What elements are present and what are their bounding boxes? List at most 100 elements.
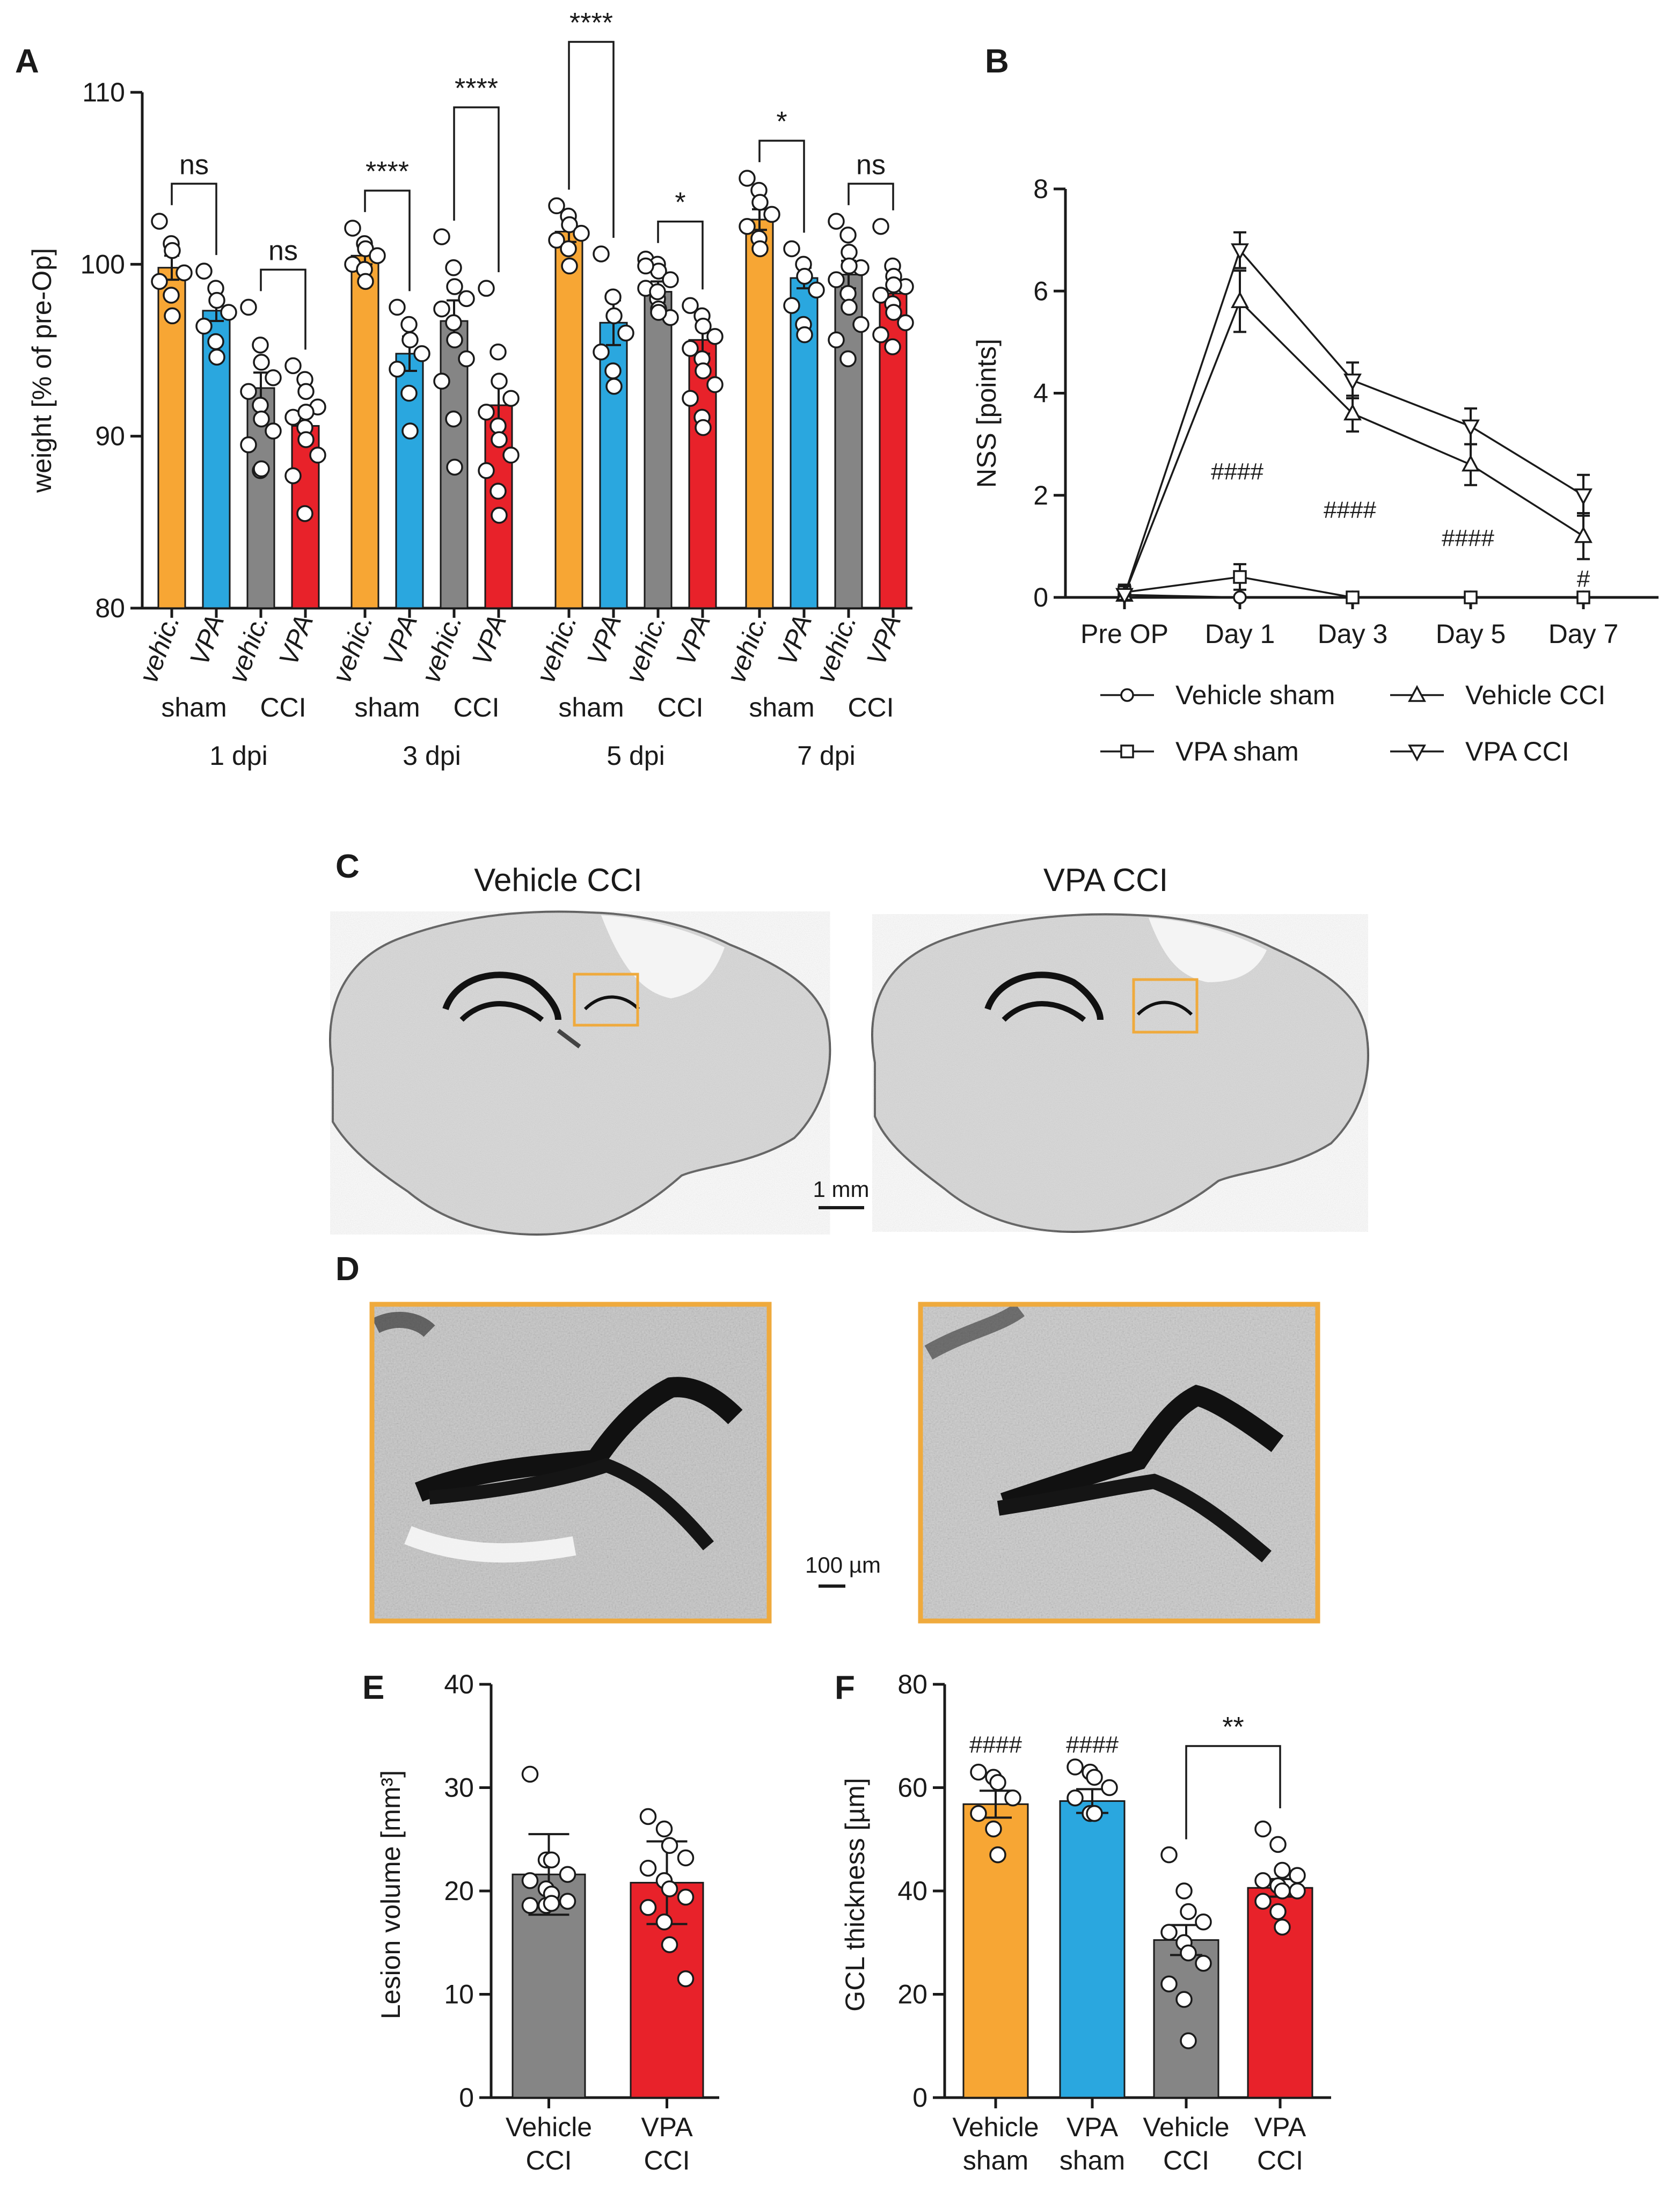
f-point	[1175, 1882, 1193, 1900]
a-point	[604, 362, 622, 379]
e-point	[521, 1872, 539, 1889]
a-point	[604, 288, 622, 305]
a-bar-label: vehic.	[810, 611, 862, 687]
a-sig-label: *	[675, 187, 685, 218]
f-ytick-label: 0	[912, 2083, 927, 2113]
b-ytick-label: 2	[1033, 480, 1048, 510]
f-point	[1254, 1893, 1272, 1910]
f-ylabel: GCL thickness [µm]	[840, 1778, 870, 2011]
b-xtick-label: Pre OP	[1080, 619, 1168, 649]
panel-label-f: F	[835, 1669, 855, 1706]
e-point	[543, 1895, 560, 1912]
a-point	[400, 316, 418, 333]
b-legend-marker	[1120, 688, 1134, 702]
b-xtick-label: Day 3	[1318, 619, 1388, 649]
a-point	[650, 304, 667, 321]
a-point	[208, 348, 225, 366]
a-point	[240, 383, 257, 400]
a-point	[446, 331, 463, 349]
f-ytick-label: 20	[897, 1980, 927, 2010]
f-point	[970, 1763, 987, 1781]
a-point	[796, 326, 813, 344]
a-point	[662, 271, 679, 288]
a-bar-label: vehic.	[326, 611, 378, 687]
f-xtick-label: Vehicle	[1143, 2112, 1229, 2142]
a-point	[783, 240, 800, 258]
e-point	[543, 1851, 560, 1868]
e-point	[639, 1899, 657, 1916]
a-group-label: CCI	[453, 692, 499, 722]
a-sig-label: ****	[455, 73, 498, 104]
a-bar-label: VPA	[670, 611, 717, 670]
b-data-point	[1574, 526, 1593, 543]
a-point	[841, 244, 858, 261]
a-point	[344, 220, 361, 237]
f-point	[1274, 1918, 1291, 1936]
f-sig-bracket	[1185, 1745, 1281, 1839]
f-point	[1289, 1867, 1306, 1884]
b-legend-marker	[1408, 744, 1426, 762]
a-point	[389, 360, 406, 378]
a-point	[605, 378, 623, 395]
b-data-point	[1233, 590, 1247, 604]
e-point	[677, 1970, 695, 1988]
a-point	[163, 287, 180, 304]
roi-box-left	[573, 973, 639, 1027]
e-point	[655, 1820, 673, 1838]
a-bar-label: VPA	[273, 611, 319, 670]
a-point	[445, 259, 462, 276]
e-point	[639, 1859, 657, 1877]
e-point	[521, 1765, 539, 1783]
f-xtick-label: CCI	[1163, 2145, 1209, 2175]
b-data-point	[1115, 588, 1134, 605]
e-xtick-label: Vehicle	[506, 2112, 592, 2142]
a-bar	[644, 291, 673, 609]
f-point	[1086, 1769, 1103, 1786]
a-ytick-label: 80	[95, 593, 125, 623]
a-point	[297, 383, 315, 400]
f-point	[985, 1820, 1002, 1838]
a-ytick-label: 110	[82, 77, 125, 107]
a-bar-label: VPA	[772, 611, 818, 670]
e-ytick-label: 0	[459, 2083, 474, 2113]
a-point	[491, 431, 508, 448]
a-point	[828, 271, 845, 288]
a-point	[884, 338, 901, 355]
a-point	[265, 369, 282, 386]
e-point	[559, 1893, 576, 1910]
a-point	[433, 300, 450, 318]
panel-label-a: A	[15, 43, 39, 80]
a-point	[253, 354, 270, 371]
brain-section-vehicle-cci	[329, 910, 831, 1236]
a-point	[491, 507, 508, 524]
a-point	[265, 422, 282, 440]
f-point	[989, 1774, 1006, 1791]
a-point	[561, 257, 578, 275]
a-point	[164, 242, 181, 259]
a-point	[885, 276, 902, 294]
a-point	[695, 362, 712, 379]
f-xtick-label: CCI	[1257, 2145, 1303, 2175]
panel-d-zoomed-sections: 100 µm	[369, 1302, 1320, 1624]
b-data-point	[1231, 243, 1249, 260]
a-timepoint-label: 5 dpi	[607, 741, 664, 771]
b-xtick-label: Day 5	[1436, 619, 1506, 649]
a-point	[796, 268, 813, 285]
panel-label-b: B	[985, 43, 1009, 80]
a-point	[478, 462, 495, 479]
panel-label-e: E	[362, 1669, 384, 1706]
a-ytick-label: 90	[95, 421, 125, 451]
zoom-vehicle-cci	[369, 1302, 772, 1624]
b-ytick-label: 8	[1033, 174, 1048, 204]
a-point	[617, 324, 634, 342]
a-point	[739, 170, 756, 187]
a-point	[605, 307, 623, 325]
f-xtick-label: Vehicle	[952, 2112, 1039, 2142]
a-point	[637, 257, 654, 275]
a-bar	[554, 230, 583, 609]
a-point	[252, 397, 269, 414]
a-point	[706, 376, 724, 393]
a-point	[176, 264, 193, 282]
a-group-label: CCI	[260, 692, 306, 722]
